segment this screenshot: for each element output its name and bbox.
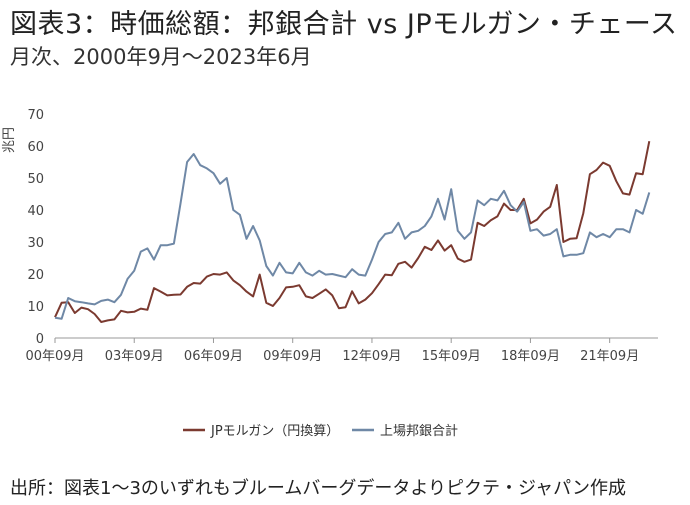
y-tick-label: 0 [36,332,44,347]
x-tick-label: 21年09月 [580,349,639,364]
x-tick-label: 06年09月 [184,349,243,364]
x-tick-label: 15年09月 [422,349,481,364]
legend-label: JPモルガン（円換算） [210,424,339,439]
line-chart: 0 10 20 30 40 50 60 70 兆円 00年09月 03年09月 06年09月 09年0… [2,108,658,439]
y-tick-label: 60 [27,140,44,155]
y-tick-label: 50 [27,172,44,187]
y-tick-label: 70 [27,108,44,123]
x-tick-label: 00年09月 [25,349,84,364]
series-group [54,141,651,323]
x-tick-label: 09年09月 [263,349,322,364]
y-tick-label: 20 [27,268,44,283]
series-line-japanese-banks [54,153,651,320]
y-axis: 0 10 20 30 40 50 60 70 兆円 [2,108,44,347]
x-tick-label: 18年09月 [501,349,560,364]
legend: JPモルガン（円換算） 上場邦銀合計 [183,423,458,439]
x-tick-label: 12年09月 [342,349,401,364]
y-tick-label: 30 [27,236,44,251]
series-line-jpm [54,141,651,323]
source-note: 出所：図表1～3のいずれもブルームバーグデータよりピクテ・ジャパン作成 [10,478,627,499]
chart-title: 図表3：時価総額：邦銀合計 vs JPモルガン・チェース [10,9,678,40]
legend-label: 上場邦銀合計 [380,423,458,439]
y-tick-label: 40 [27,204,44,219]
y-axis-unit: 兆円 [2,127,17,153]
chart-subtitle: 月次、2000年9月～2023年6月 [10,45,312,69]
y-tick-label: 10 [27,300,44,315]
x-tick-label: 03年09月 [105,349,164,364]
x-axis: 00年09月 03年09月 06年09月 09年09月 12年09月 15年09月 18年0… [25,337,658,364]
